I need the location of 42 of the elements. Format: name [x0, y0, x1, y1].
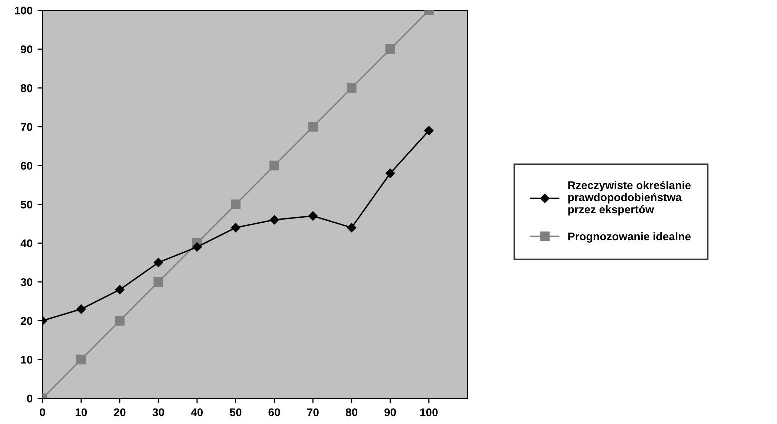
x-tick-label: 10	[76, 408, 88, 416]
y-tick-label: 80	[21, 84, 33, 92]
point	[424, 126, 434, 136]
y-tick-label: 20	[21, 317, 33, 326]
point	[270, 215, 280, 225]
point	[76, 304, 86, 314]
point	[270, 160, 280, 171]
x-tick-label: 20	[114, 408, 126, 416]
y-tick-label: 70	[21, 123, 33, 132]
point	[386, 168, 396, 178]
x-tick-label: 70	[308, 408, 319, 416]
point	[347, 223, 356, 232]
x-tick-label: 40	[191, 408, 204, 416]
legend-label: Prognozowanie idealne	[568, 232, 691, 243]
point	[308, 212, 318, 221]
point	[115, 316, 125, 326]
point	[76, 354, 86, 365]
point	[192, 242, 202, 252]
y-tick-label: 10	[21, 356, 33, 364]
point	[346, 83, 357, 94]
x-tick-label: 0	[40, 408, 46, 416]
y-tick-label: 40	[20, 240, 33, 248]
point	[231, 223, 241, 232]
point	[386, 44, 396, 54]
x-tick-label: 30	[152, 408, 164, 416]
point	[154, 277, 164, 288]
point	[154, 258, 164, 268]
y-tick-label: 50	[20, 200, 33, 209]
y-tick-label: 90	[21, 46, 33, 54]
point	[231, 200, 241, 210]
y-tick-label: 0	[27, 394, 33, 403]
x-tick-label: 100	[420, 408, 438, 416]
x-tick-label: 90	[384, 408, 396, 416]
legend-label: Rzeczywiste określanie prawdopodobieństwa przez ekspertów	[568, 181, 691, 216]
x-tick-label: 80	[346, 408, 358, 416]
x-tick-label: 60	[268, 408, 280, 416]
x-tick-label: 50	[230, 408, 242, 416]
y-tick-label: 30	[20, 278, 33, 286]
point	[115, 285, 125, 295]
y-tick-label: 60	[21, 162, 33, 170]
y-tick-label: 100	[15, 6, 33, 15]
point	[308, 122, 318, 132]
